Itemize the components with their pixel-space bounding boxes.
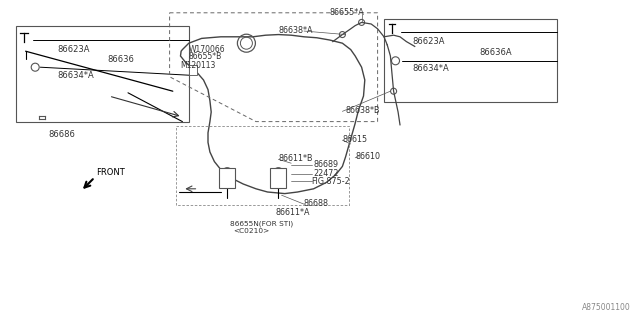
Text: FRONT: FRONT (96, 168, 125, 177)
Text: 86636A: 86636A (479, 48, 512, 57)
Text: 86638*A: 86638*A (278, 26, 313, 35)
Text: A875001100: A875001100 (582, 303, 630, 312)
Text: 86655*B: 86655*B (189, 52, 222, 61)
Bar (270, 168, 287, 188)
Text: 86623A: 86623A (413, 37, 445, 46)
Bar (16, 26, 189, 122)
Text: 86615: 86615 (342, 135, 367, 144)
Text: 86655N(FOR STI): 86655N(FOR STI) (230, 221, 294, 227)
Text: 86638*B: 86638*B (346, 106, 380, 115)
Text: 86634*A: 86634*A (413, 64, 449, 73)
Text: 22472: 22472 (314, 169, 339, 178)
Text: 86610: 86610 (355, 152, 380, 161)
Text: M120113: M120113 (180, 61, 216, 70)
Text: 86623A: 86623A (58, 45, 90, 54)
Text: W170066: W170066 (189, 45, 225, 54)
Text: 86636: 86636 (108, 55, 134, 64)
Text: FIG.875-2: FIG.875-2 (312, 177, 351, 186)
Bar (219, 168, 236, 188)
Bar (384, 19, 557, 102)
Text: 86686: 86686 (48, 130, 75, 139)
Text: 86611*B: 86611*B (278, 154, 313, 163)
Text: 86689: 86689 (314, 160, 339, 169)
Text: <C0210>: <C0210> (234, 228, 270, 234)
Bar (189, 65, 197, 76)
Text: 86688: 86688 (304, 199, 329, 208)
Text: 86611*A: 86611*A (275, 208, 310, 217)
Text: 86634*A: 86634*A (58, 71, 94, 80)
Text: 86655*A: 86655*A (330, 8, 364, 17)
